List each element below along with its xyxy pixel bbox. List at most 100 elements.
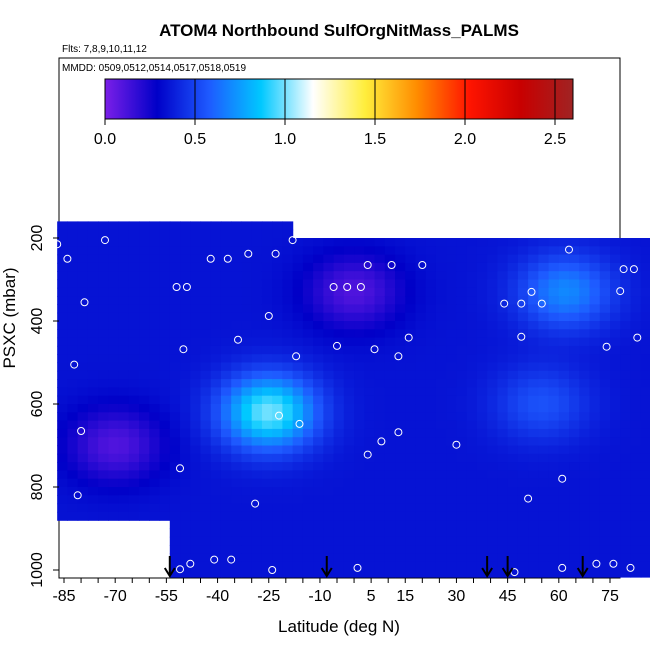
heatmap-cell xyxy=(405,495,417,505)
heatmap-cell xyxy=(251,321,263,330)
heatmap-cell xyxy=(528,545,539,554)
heatmap-cell xyxy=(149,470,161,480)
heatmap-cell xyxy=(98,412,109,422)
heatmap-cell xyxy=(354,337,365,347)
heatmap-cell xyxy=(405,520,417,530)
heatmap-cell xyxy=(77,229,89,239)
heatmap-cell xyxy=(190,370,202,380)
heatmap-cell xyxy=(313,561,324,571)
heatmap-cell xyxy=(446,462,458,471)
heatmap-cell xyxy=(282,254,294,264)
heatmap-cell xyxy=(323,337,335,347)
heatmap-cell xyxy=(159,387,171,397)
heatmap-cell xyxy=(599,445,611,455)
heatmap-cell xyxy=(354,321,365,330)
heatmap-cell xyxy=(630,478,642,488)
heatmap-cell xyxy=(190,304,202,314)
heatmap-cell xyxy=(610,379,621,388)
heatmap-cell xyxy=(630,412,642,422)
heatmap-cell xyxy=(210,229,222,239)
heatmap-cell xyxy=(231,254,243,264)
heatmap-cell xyxy=(108,362,120,372)
heatmap-cell xyxy=(139,379,150,388)
heatmap-cell xyxy=(180,304,191,314)
heatmap-cell xyxy=(384,561,396,571)
heatmap-cell xyxy=(313,304,324,314)
x-tick-label: -40 xyxy=(206,588,229,605)
heatmap-cell xyxy=(456,254,468,264)
heatmap-cell xyxy=(149,395,161,405)
heatmap-cell xyxy=(149,462,161,471)
heatmap-cell xyxy=(476,470,488,480)
heatmap-cell xyxy=(220,271,232,281)
heatmap-cell xyxy=(405,453,417,463)
heatmap-cell xyxy=(589,570,601,578)
heatmap-cell xyxy=(528,528,539,538)
heatmap-cell xyxy=(415,404,427,413)
heatmap-cell xyxy=(425,379,437,388)
heatmap-cell xyxy=(620,345,632,355)
heatmap-cell xyxy=(630,387,642,397)
sample-point xyxy=(394,428,403,437)
heatmap-cell xyxy=(599,570,611,578)
heatmap-cell xyxy=(200,246,212,256)
heatmap-cell xyxy=(456,362,468,372)
heatmap-cell xyxy=(251,362,263,372)
heatmap-cell xyxy=(507,420,519,430)
heatmap-cell xyxy=(169,370,181,380)
heatmap-cell xyxy=(77,511,89,521)
heatmap-cell xyxy=(261,354,273,364)
heatmap-cell xyxy=(169,238,181,247)
heatmap-cell xyxy=(610,428,621,438)
heatmap-cell xyxy=(180,271,191,281)
heatmap-cell xyxy=(497,528,509,538)
heatmap-cell xyxy=(282,379,294,388)
heatmap-cell xyxy=(118,287,130,297)
heatmap-cell xyxy=(200,412,212,422)
heatmap-cell xyxy=(569,478,580,488)
y-tick-label: 600 xyxy=(29,391,46,418)
heatmap-cell xyxy=(210,321,222,330)
heatmap-cell xyxy=(610,271,621,281)
heatmap-cell xyxy=(118,495,130,505)
heatmap-cell xyxy=(425,495,437,505)
heatmap-cell xyxy=(548,354,560,364)
heatmap-cell xyxy=(343,487,355,496)
heatmap-cell xyxy=(405,254,417,264)
heatmap-cell xyxy=(507,553,519,563)
heatmap-cell xyxy=(528,395,539,405)
heatmap-cell xyxy=(159,312,171,322)
heatmap-cell xyxy=(108,370,120,380)
heatmap-cell xyxy=(292,321,304,330)
heatmap-cell xyxy=(128,262,140,272)
heatmap-cell xyxy=(456,495,468,505)
sample-point xyxy=(626,563,635,572)
heatmap-cell xyxy=(579,354,591,364)
heatmap-cell xyxy=(589,470,601,480)
heatmap-cell xyxy=(98,354,109,364)
heatmap-cell xyxy=(292,312,304,322)
heatmap-cell xyxy=(620,254,632,264)
heatmap-cell xyxy=(87,362,99,372)
heatmap-cell xyxy=(128,379,140,388)
heatmap-cell xyxy=(292,362,304,372)
heatmap-cell xyxy=(261,536,273,546)
heatmap-cell xyxy=(149,312,161,322)
heatmap-cell xyxy=(466,520,478,530)
heatmap-cell xyxy=(487,354,498,364)
heatmap-cell xyxy=(620,536,632,546)
heatmap-cell xyxy=(415,395,427,405)
heatmap-cell xyxy=(415,329,427,339)
heatmap-cell xyxy=(487,254,498,264)
heatmap-cell xyxy=(630,462,642,471)
heatmap-cell xyxy=(77,329,89,339)
heatmap-cell xyxy=(261,503,273,513)
heatmap-cell xyxy=(640,238,650,247)
heatmap-cell xyxy=(589,404,601,413)
heatmap-cell xyxy=(67,379,79,388)
heatmap-cell xyxy=(558,312,570,322)
heatmap-cell xyxy=(497,287,509,297)
heatmap-cell xyxy=(98,321,109,330)
heatmap-cell xyxy=(302,520,314,530)
heatmap-cell xyxy=(128,362,140,372)
